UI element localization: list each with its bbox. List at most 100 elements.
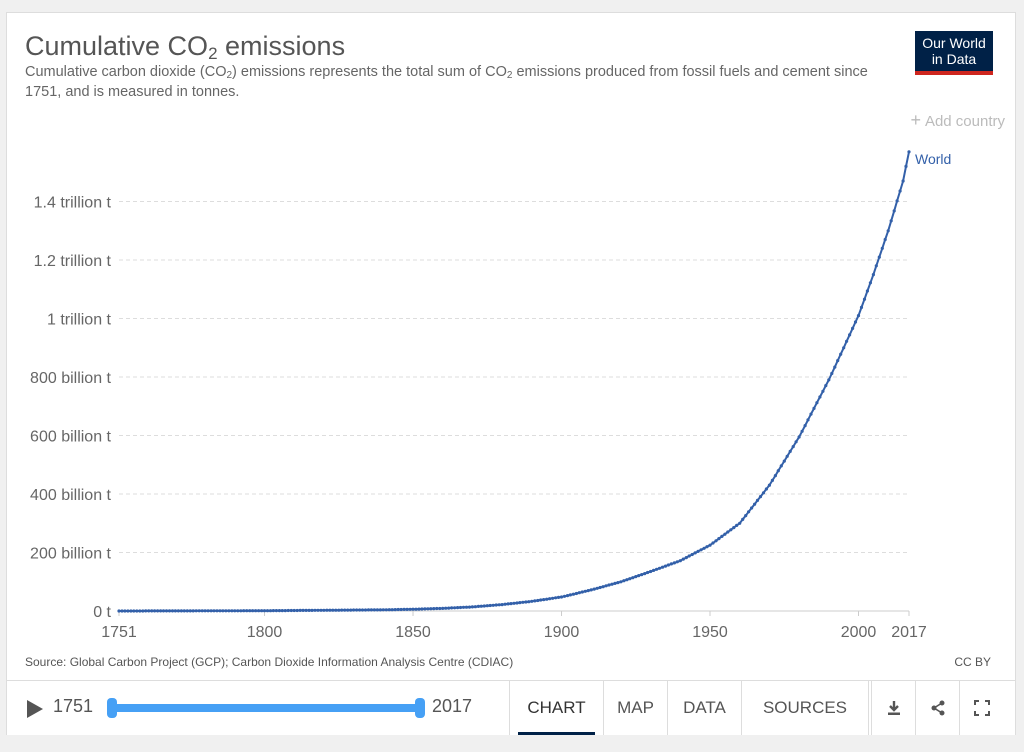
data-point <box>515 601 519 605</box>
data-point <box>770 478 775 482</box>
data-point <box>456 606 460 610</box>
data-point <box>889 219 893 223</box>
data-point <box>173 609 177 613</box>
license-link[interactable]: CC BY <box>954 655 991 669</box>
data-point <box>271 609 275 613</box>
y-tick-label: 1.4 trillion t <box>34 195 112 212</box>
data-point <box>182 609 186 613</box>
data-point <box>717 537 721 541</box>
y-tick-label: 600 billion t <box>30 429 112 446</box>
data-point <box>836 359 840 363</box>
data-point <box>292 608 296 613</box>
data-point <box>702 546 706 550</box>
data-point <box>372 608 376 612</box>
data-point <box>592 587 596 591</box>
data-point <box>862 297 867 301</box>
data-point <box>556 595 561 600</box>
data-point <box>741 517 745 521</box>
data-point <box>580 590 584 594</box>
data-point <box>797 435 801 439</box>
data-point <box>655 567 659 571</box>
data-point <box>233 609 237 613</box>
tab-data[interactable]: DATA <box>667 681 741 735</box>
data-point <box>604 584 608 588</box>
data-point <box>265 609 270 613</box>
data-point <box>506 602 510 606</box>
data-point <box>135 609 139 613</box>
share-button[interactable] <box>915 681 959 735</box>
data-point <box>328 608 332 612</box>
data-point <box>161 609 166 613</box>
data-point <box>657 566 662 570</box>
data-point <box>209 609 213 613</box>
data-point <box>203 609 207 613</box>
data-point <box>886 229 890 233</box>
play-icon[interactable] <box>25 699 45 719</box>
data-point <box>607 583 611 587</box>
data-point <box>711 541 715 545</box>
data-point <box>147 609 151 613</box>
data-point <box>637 574 641 578</box>
data-point <box>812 406 816 410</box>
data-point <box>619 580 623 584</box>
data-point <box>485 604 489 608</box>
title-text: Cumulative CO <box>25 31 209 61</box>
data-point <box>239 609 243 613</box>
data-point <box>652 568 656 573</box>
data-point <box>310 608 314 613</box>
data-point <box>583 589 587 593</box>
data-point <box>880 246 884 250</box>
owid-logo[interactable]: Our World in Data <box>915 31 993 75</box>
data-point <box>842 346 846 350</box>
data-point <box>577 591 581 595</box>
data-point <box>393 608 397 612</box>
y-tick-label: 1.2 trillion t <box>34 253 112 270</box>
line-chart: 0 t 200 billion t 400 billion t 600 billion… <box>30 150 951 641</box>
data-point <box>744 514 748 518</box>
data-point <box>785 454 789 458</box>
data-point <box>571 592 576 596</box>
y-tick-label: 400 billion t <box>30 487 112 504</box>
data-point <box>126 609 130 613</box>
data-point <box>369 608 373 612</box>
data-point <box>167 609 172 613</box>
data-point <box>574 591 579 596</box>
data-point <box>625 578 629 582</box>
data-point <box>405 607 409 612</box>
tab-sources[interactable]: SOURCES <box>741 681 869 735</box>
tab-map[interactable]: MAP <box>603 681 667 735</box>
data-point <box>610 582 614 586</box>
download-button[interactable] <box>871 681 915 735</box>
data-point <box>901 179 905 183</box>
data-point <box>851 326 855 330</box>
title-text-tail: emissions <box>217 31 346 61</box>
data-point <box>331 608 335 612</box>
data-point <box>524 600 528 604</box>
data-point <box>800 429 804 433</box>
data-point <box>289 608 293 613</box>
timeline-slider[interactable] <box>110 704 422 712</box>
tab-chart[interactable]: CHART <box>509 681 603 735</box>
data-point <box>450 606 454 610</box>
data-point <box>343 608 347 612</box>
data-point <box>129 609 133 613</box>
data-point <box>551 596 555 600</box>
data-point <box>631 576 635 580</box>
timeline-end-handle[interactable] <box>415 698 425 718</box>
data-point <box>402 607 406 612</box>
y-tick-label: 0 t <box>93 604 111 621</box>
timeline-start-handle[interactable] <box>107 698 117 718</box>
data-point <box>690 552 694 557</box>
data-point <box>268 609 273 613</box>
data-point <box>262 609 267 613</box>
data-point <box>773 474 778 478</box>
plus-icon: + <box>910 110 921 130</box>
data-point <box>895 199 899 203</box>
data-point <box>705 545 709 549</box>
data-point <box>138 609 142 613</box>
fullscreen-button[interactable] <box>959 681 1003 735</box>
timeline-end-year: 2017 <box>432 696 473 716</box>
add-country-button[interactable]: + Add country <box>910 110 1005 131</box>
data-point <box>381 608 385 612</box>
data-point <box>503 602 507 606</box>
